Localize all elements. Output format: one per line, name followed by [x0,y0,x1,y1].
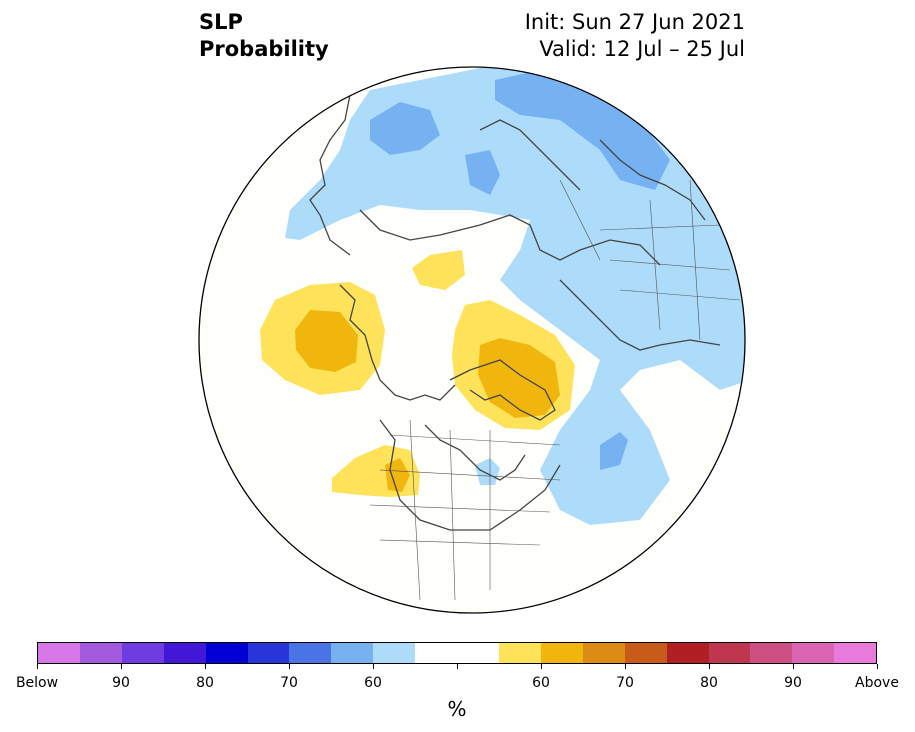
colorbar-tick-label: 70 [280,675,298,691]
above-normal-core-greenland [478,338,560,418]
above-normal-core-alaska [295,310,358,372]
below-normal-core-kara [465,150,500,195]
coastlines [309,94,721,531]
colorbar-tick-mark [708,664,710,669]
colorbar-segment [834,643,877,663]
colorbar-segment [373,643,416,663]
colorbar-segment [624,643,667,663]
colorbar-tick-label: 80 [700,675,718,691]
colorbar-tick-label: 60 [532,675,550,691]
colorbar-tick-mark [456,664,458,669]
colorbar-segment [666,643,709,663]
above-normal-core-canada [385,458,410,492]
colorbar-segment [708,643,751,663]
below-normal-core-barents [370,102,440,155]
colorbar-segment [289,643,332,663]
colorbar-tick-mark [288,664,290,669]
colorbar-tick-mark [876,664,878,669]
colorbar-tick-label: Below [15,675,59,691]
variable-label: SLP [199,10,243,34]
colorbar-segment [415,643,458,663]
colorbar-tick-label: 90 [784,675,802,691]
below-normal-core-atlantic [600,432,628,470]
init-date: Init: Sun 27 Jun 2021 [524,10,745,34]
polar-projection-map [198,66,746,614]
colorbar-segment [457,643,499,663]
colorbar-tick-mark [372,664,374,669]
colorbar-tick-mark [540,664,542,669]
below-normal-region-hudson [475,458,500,485]
product-label: Probability [199,37,329,61]
colorbar-tick-label: Above [855,675,899,691]
colorbar-segment [121,643,164,663]
map-title: SLP Probability [199,9,329,63]
colorbar-segment [792,643,835,663]
colorbar-segment [205,643,248,663]
colorbar-tick-label: 80 [196,675,214,691]
above-normal-region-siberia [412,250,465,290]
colorbar-segment [247,643,290,663]
colorbar-tick-mark [792,664,794,669]
colorbar-segment [582,643,625,663]
colorbar-segment [79,643,122,663]
probability-colorbar [37,642,877,664]
colorbar-tick-mark [204,664,206,669]
colorbar-segment [498,643,541,663]
colorbar-segment [540,643,583,663]
colorbar-tick-mark [624,664,626,669]
colorbar-segment [38,643,80,663]
date-info: Init: Sun 27 Jun 2021 Valid: 12 Jul – 25… [525,9,745,63]
colorbar-tick-mark [120,664,122,669]
valid-range: Valid: 12 Jul – 25 Jul [539,37,745,61]
globe-outline [198,66,746,614]
colorbar-unit-label: % [447,697,467,721]
political-borders [369,179,741,601]
colorbar-tick-label: 90 [112,675,130,691]
colorbar-segment [750,643,793,663]
colorbar-segment [331,643,374,663]
colorbar-segment [163,643,206,663]
colorbar-tick-mark [36,664,38,669]
colorbar-tick-label: 60 [364,675,382,691]
below-normal-core-scandinavia [495,70,670,190]
colorbar-tick-label: 70 [616,675,634,691]
